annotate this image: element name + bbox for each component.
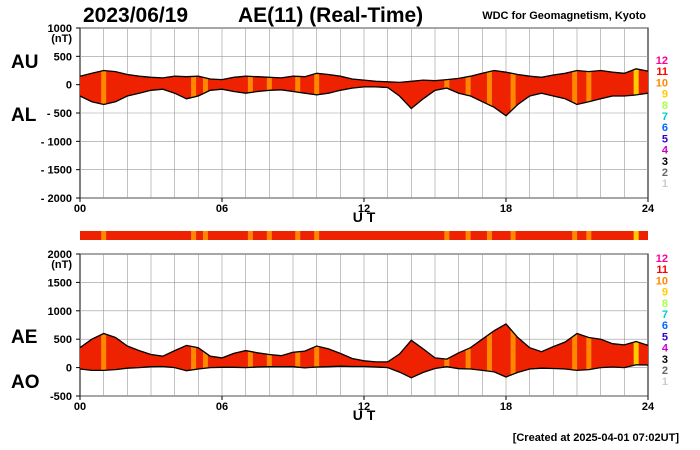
x-tick-label: 00	[74, 401, 86, 413]
station-scale-label: 3	[662, 156, 668, 168]
station-scale-label: 5	[662, 133, 668, 145]
plot-title: AE(11) (Real-Time)	[238, 4, 424, 27]
station-scale-label: 1	[662, 178, 668, 190]
quality-bar-stripe	[191, 231, 197, 240]
station-scale-label: 8	[662, 100, 668, 112]
al-label: AL	[11, 105, 37, 126]
quality-bar-stripe	[586, 231, 592, 240]
station-scale-label: 6	[662, 320, 668, 332]
y-tick-label: 0	[66, 363, 72, 375]
station-scale-label: 3	[662, 354, 668, 366]
station-scale-label: 10	[656, 275, 668, 287]
station-count-stripe	[465, 323, 471, 378]
x-tick-label: 18	[500, 401, 512, 413]
y-tick-label: -500	[50, 391, 72, 403]
station-scale-label: 8	[662, 298, 668, 310]
station-count-stripe	[101, 323, 107, 378]
quality-bar-stripe	[465, 231, 471, 240]
quality-bar-stripe	[444, 231, 450, 240]
station-count-stripe	[586, 68, 592, 116]
x-tick-label: 24	[642, 401, 655, 413]
station-count-stripe	[101, 68, 107, 116]
x-tick-label: 12	[358, 203, 370, 215]
x-tick-label: 06	[216, 203, 228, 215]
station-count-stripe	[465, 68, 471, 116]
x-axis-title: U T	[353, 209, 376, 225]
station-scale-label: 2	[662, 365, 668, 377]
data-source: WDC for Geomagnetism, Kyoto	[482, 10, 646, 22]
x-axis-title: U T	[353, 407, 376, 423]
quality-bar	[80, 231, 648, 240]
station-count-stripe	[314, 68, 320, 116]
quality-bar-stripe	[486, 231, 492, 240]
station-count-stripe	[510, 323, 516, 378]
y-unit-label: (nT)	[51, 259, 72, 271]
station-count-stripe	[191, 68, 197, 116]
station-count-stripe	[191, 323, 197, 378]
quality-bar-stripe	[314, 231, 320, 240]
station-scale-label: 12	[656, 55, 668, 67]
series-line-ao	[79, 364, 649, 379]
station-count-stripe	[633, 68, 639, 116]
y-tick-label: - 1000	[41, 136, 72, 148]
station-count-stripe	[633, 323, 639, 378]
au-label: AU	[11, 52, 39, 73]
station-scale-label: 12	[656, 253, 668, 265]
y-tick-label: - 500	[47, 108, 72, 120]
x-tick-label: 06	[216, 401, 228, 413]
station-scale-label: 9	[662, 89, 668, 101]
y-tick-label: - 2000	[41, 193, 72, 205]
data-fill-area-0	[80, 68, 648, 116]
station-scale-label: 10	[656, 77, 668, 89]
station-count-stripe	[572, 68, 578, 116]
x-tick-label: 12	[358, 401, 370, 413]
y-tick-label: 500	[54, 51, 72, 63]
quality-bar-stripe	[247, 231, 253, 240]
station-scale-label: 7	[662, 309, 668, 321]
quality-bar-stripe	[572, 231, 578, 240]
x-tick-label: 00	[74, 203, 86, 215]
quality-bar-stripe	[266, 231, 272, 240]
quality-bar-stripe	[510, 231, 516, 240]
station-scale-label: 4	[662, 145, 669, 157]
station-count-stripe	[314, 323, 320, 378]
ao-label: AO	[11, 372, 40, 393]
created-timestamp: [Created at 2025-04-01 07:02UT]	[512, 432, 679, 444]
quality-bar-stripe	[101, 231, 107, 240]
ae-label: AE	[11, 327, 38, 348]
station-count-stripe	[486, 68, 492, 116]
y-tick-label: - 1500	[41, 165, 72, 177]
station-count-stripe	[586, 323, 592, 378]
y-tick-label: 500	[54, 334, 72, 346]
station-count-stripe	[486, 323, 492, 378]
station-count-stripe	[572, 323, 578, 378]
station-scale-label: 4	[662, 343, 669, 355]
quality-bar-stripe	[202, 231, 208, 240]
x-tick-label: 24	[642, 203, 655, 215]
plot-date: 2023/06/19	[83, 4, 189, 27]
quality-bar-stripe	[295, 231, 301, 240]
series-line-al	[79, 86, 649, 117]
station-scale-label: 6	[662, 122, 668, 134]
y-tick-label: 0	[66, 80, 72, 92]
station-scale-label: 7	[662, 111, 668, 123]
y-tick-label: 2000	[48, 249, 72, 261]
series-line-au	[79, 68, 649, 84]
station-scale-label: 11	[656, 264, 668, 276]
y-tick-label: 1000	[48, 306, 72, 318]
series-line-ae	[79, 323, 649, 363]
station-scale-label: 2	[662, 167, 668, 179]
x-tick-label: 18	[500, 203, 512, 215]
y-tick-label: 1000	[48, 23, 72, 35]
station-scale-label: 5	[662, 331, 668, 343]
station-scale-label: 11	[656, 66, 668, 78]
data-fill-area-1	[80, 323, 648, 378]
y-tick-label: 1500	[48, 277, 72, 289]
quality-bar-stripe	[633, 231, 639, 240]
station-count-stripe	[510, 68, 516, 116]
station-scale-label: 1	[662, 376, 668, 388]
station-scale-label: 9	[662, 287, 668, 299]
y-unit-label: (nT)	[51, 33, 72, 45]
